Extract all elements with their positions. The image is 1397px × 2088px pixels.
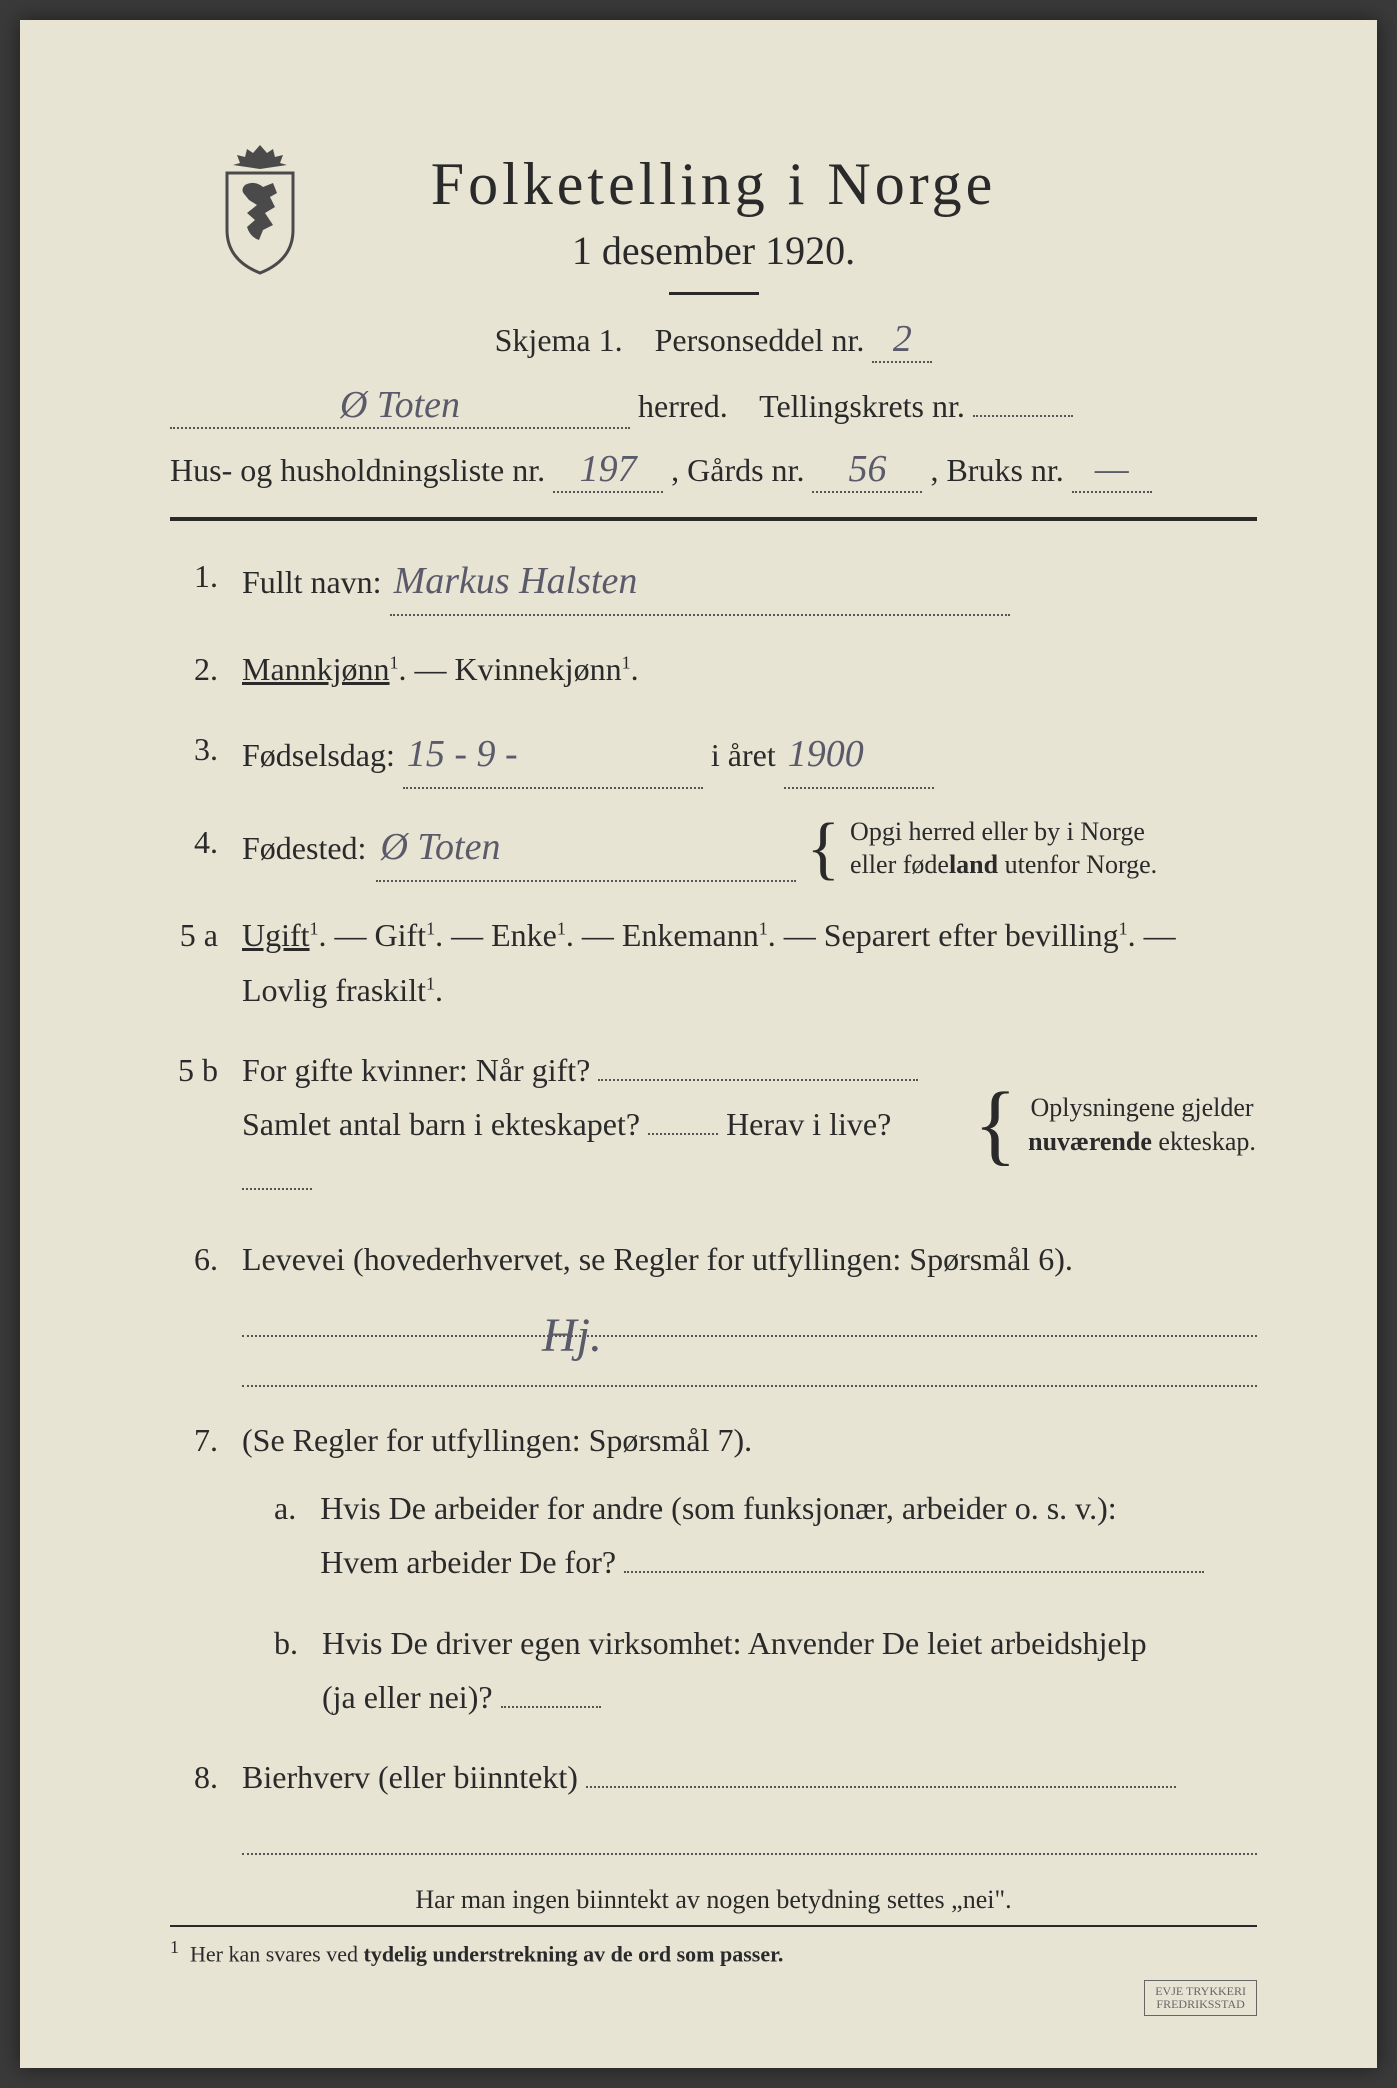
q3-mid: i året: [711, 737, 776, 773]
q5b-line2b: Herav i live?: [726, 1106, 891, 1142]
footnote: 1 Her kan svares ved tydelig understrekn…: [170, 1937, 1257, 1967]
bottom-note: Har man ingen biinntekt av nogen betydni…: [170, 1885, 1257, 1915]
q5a-ugift: Ugift: [242, 917, 310, 953]
q8-num: 8.: [170, 1750, 218, 1854]
q5b-barn-value: [648, 1133, 718, 1135]
question-5a: 5 a Ugift1. — Gift1. — Enke1. — Enkemann…: [170, 908, 1257, 1017]
brace-icon: {: [806, 831, 840, 866]
q6-line2: [242, 1355, 1257, 1387]
q8-value: [586, 1786, 1176, 1788]
hus-row: Hus- og husholdningsliste nr. 197 , Gård…: [170, 447, 1257, 493]
bruks-label: , Bruks nr.: [930, 452, 1063, 488]
q5b-line2a: Samlet antal barn i ekteskapet?: [242, 1106, 640, 1142]
form-subtitle: 1 desember 1920.: [170, 227, 1257, 274]
q5a-fraskilt: Lovlig fraskilt: [242, 972, 426, 1008]
question-8: 8. Bierhverv (eller biinntekt): [170, 1750, 1257, 1854]
divider-thin: [170, 1925, 1257, 1927]
hus-label: Hus- og husholdningsliste nr.: [170, 452, 545, 488]
q7b-line1: Hvis De driver egen virksomhet: Anvender…: [322, 1625, 1147, 1661]
form-header: Folketelling i Norge 1 desember 1920. Sk…: [170, 150, 1257, 363]
bruks-nr: —: [1072, 447, 1152, 493]
q2-mann: Mannkjønn: [242, 651, 390, 687]
divider-thick: [170, 517, 1257, 521]
q3-day: 15 - 9 -: [403, 722, 703, 789]
q5a-enkemann: Enkemann: [622, 917, 759, 953]
q4-num: 4.: [170, 815, 218, 883]
coat-of-arms-icon: [215, 145, 305, 275]
q7a-line2: Hvem arbeider De for?: [320, 1544, 616, 1580]
herred-value: Ø Toten: [170, 383, 630, 429]
q7b-num: b.: [274, 1625, 298, 1661]
q4-value: Ø Toten: [376, 815, 796, 882]
question-4: 4. Fødested: Ø Toten { Opgi herred eller…: [170, 815, 1257, 883]
q5a-enke: Enke: [491, 917, 557, 953]
question-3: 3. Fødselsdag: 15 - 9 - i året 1900: [170, 722, 1257, 789]
q1-num: 1.: [170, 549, 218, 616]
q7-label: (Se Regler for utfyllingen: Spørsmål 7).: [242, 1422, 752, 1458]
tellingskrets-nr: [973, 415, 1073, 417]
stamp-line1: EVJE TRYKKERI: [1155, 1985, 1246, 1998]
q4-label: Fødested:: [242, 821, 366, 875]
q6-value: Hj.: [542, 1295, 602, 1377]
herred-label: herred.: [638, 388, 728, 424]
form-title: Folketelling i Norge: [170, 150, 1257, 219]
stamp-line2: FREDRIKSSTAD: [1155, 1998, 1246, 2011]
question-2: 2. Mannkjønn1. — Kvinnekjønn1.: [170, 642, 1257, 696]
q7b: b. Hvis De driver egen virksomhet: Anven…: [274, 1616, 1257, 1725]
q2-kvinne: Kvinnekjønn: [455, 651, 622, 687]
q7a-line1: Hvis De arbeider for andre (som funksjon…: [320, 1490, 1116, 1526]
q8-label: Bierhverv (eller biinntekt): [242, 1759, 578, 1795]
hus-nr: 197: [553, 447, 663, 493]
q7-num: 7.: [170, 1413, 218, 1725]
q5b-line1: For gifte kvinner: Når gift?: [242, 1052, 590, 1088]
q5a-gift: Gift: [375, 917, 427, 953]
question-6: 6. Levevei (hovederhvervet, se Regler fo…: [170, 1232, 1257, 1386]
q5b-num: 5 b: [170, 1043, 218, 1206]
q1-label: Fullt navn:: [242, 564, 382, 600]
q4-note: Opgi herred eller by i Norge eller fødel…: [850, 815, 1190, 883]
q1-value: Markus Halsten: [390, 549, 1010, 616]
brace-icon: {: [974, 1102, 1017, 1147]
skjema-line: Skjema 1. Personseddel nr. 2: [170, 317, 1257, 363]
q7a-num: a.: [274, 1490, 296, 1526]
question-5b: 5 b For gifte kvinner: Når gift? Samlet …: [170, 1043, 1257, 1206]
gards-nr: 56: [812, 447, 922, 493]
q7a: a. Hvis De arbeider for andre (som funks…: [274, 1481, 1257, 1590]
q2-num: 2.: [170, 642, 218, 696]
q5b-gift-value: [598, 1079, 918, 1081]
q7b-value: [501, 1706, 601, 1708]
q8-line2: [242, 1823, 1257, 1855]
q7b-line2: (ja eller nei)?: [322, 1679, 493, 1715]
q5b-note: Oplysningene gjelder nuværende ekteskap.: [1027, 1091, 1257, 1159]
skjema-label: Skjema 1.: [495, 322, 623, 358]
q6-line: Hj.: [242, 1305, 1257, 1337]
personseddel-nr: 2: [872, 317, 932, 363]
census-form-page: Folketelling i Norge 1 desember 1920. Sk…: [20, 20, 1377, 2068]
q3-year: 1900: [784, 722, 934, 789]
q5a-num: 5 a: [170, 908, 218, 1017]
question-1: 1. Fullt navn: Markus Halsten: [170, 549, 1257, 616]
q6-num: 6.: [170, 1232, 218, 1386]
q5b-live-value: [242, 1188, 312, 1190]
tellingskrets-label: Tellingskrets nr.: [759, 388, 965, 424]
header-divider: [669, 292, 759, 295]
herred-row: Ø Toten herred. Tellingskrets nr.: [170, 383, 1257, 429]
gards-label: , Gårds nr.: [671, 452, 804, 488]
q3-label: Fødselsdag:: [242, 737, 395, 773]
printer-stamp: EVJE TRYKKERI FREDRIKSSTAD: [1144, 1980, 1257, 2016]
q3-num: 3.: [170, 722, 218, 789]
q5a-separert: Separert efter bevilling: [824, 917, 1119, 953]
personseddel-label: Personseddel nr.: [655, 322, 865, 358]
q6-label: Levevei (hovederhvervet, se Regler for u…: [242, 1241, 1073, 1277]
question-7: 7. (Se Regler for utfyllingen: Spørsmål …: [170, 1413, 1257, 1725]
q7a-value: [624, 1571, 1204, 1573]
